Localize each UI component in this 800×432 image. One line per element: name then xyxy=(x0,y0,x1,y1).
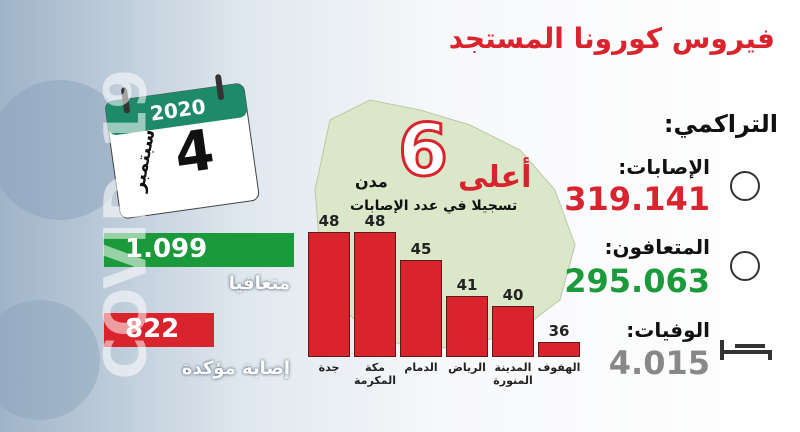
data-label: 36 xyxy=(548,322,570,341)
highlight-prefix: أعلى xyxy=(458,160,532,195)
daily-recovered: 1.099 xyxy=(125,234,208,264)
title: فيروس كورونا المستجد xyxy=(448,22,775,55)
daily-cases: 822 xyxy=(125,314,180,344)
x-tick-label: جدة xyxy=(318,361,340,374)
daily-recovered-label: متعافيا xyxy=(228,273,290,294)
x-tick-label: الدمام xyxy=(404,361,438,374)
x-tick-label: الهفوف xyxy=(537,361,581,374)
cases-label: الإصابات: xyxy=(618,155,710,179)
data-label: 48 xyxy=(364,212,386,230)
deaths-label: الوفيات: xyxy=(626,318,710,342)
data-label: 40 xyxy=(502,285,524,304)
highlight-number: 6 xyxy=(396,107,449,194)
recovered-label: المتعافون: xyxy=(604,235,710,259)
bar xyxy=(308,232,350,357)
recovered-value: 295.063 xyxy=(564,262,710,300)
daily-cases-label: إصابة مؤكدة xyxy=(181,358,290,379)
bar xyxy=(354,232,396,357)
bar xyxy=(446,296,488,357)
bar xyxy=(538,342,580,357)
x-tick-label: الرياض xyxy=(448,361,486,374)
x-tick-label: مكة المكرمة xyxy=(354,361,396,387)
bar xyxy=(400,259,442,357)
highlight-suffix: مدن xyxy=(355,172,388,191)
data-label: 41 xyxy=(456,276,478,295)
data-label: 45 xyxy=(410,239,432,258)
cumulative-title: التراكمي: xyxy=(663,110,778,138)
x-tick-label: المدينة المنورة xyxy=(493,361,533,387)
deaths-value: 4.015 xyxy=(608,344,710,382)
highlight-subtitle: تسجيلا في عدد الإصابات xyxy=(350,198,518,214)
cases-value: 319.141 xyxy=(564,180,710,218)
bar xyxy=(492,305,534,357)
data-label: 48 xyxy=(318,212,340,230)
